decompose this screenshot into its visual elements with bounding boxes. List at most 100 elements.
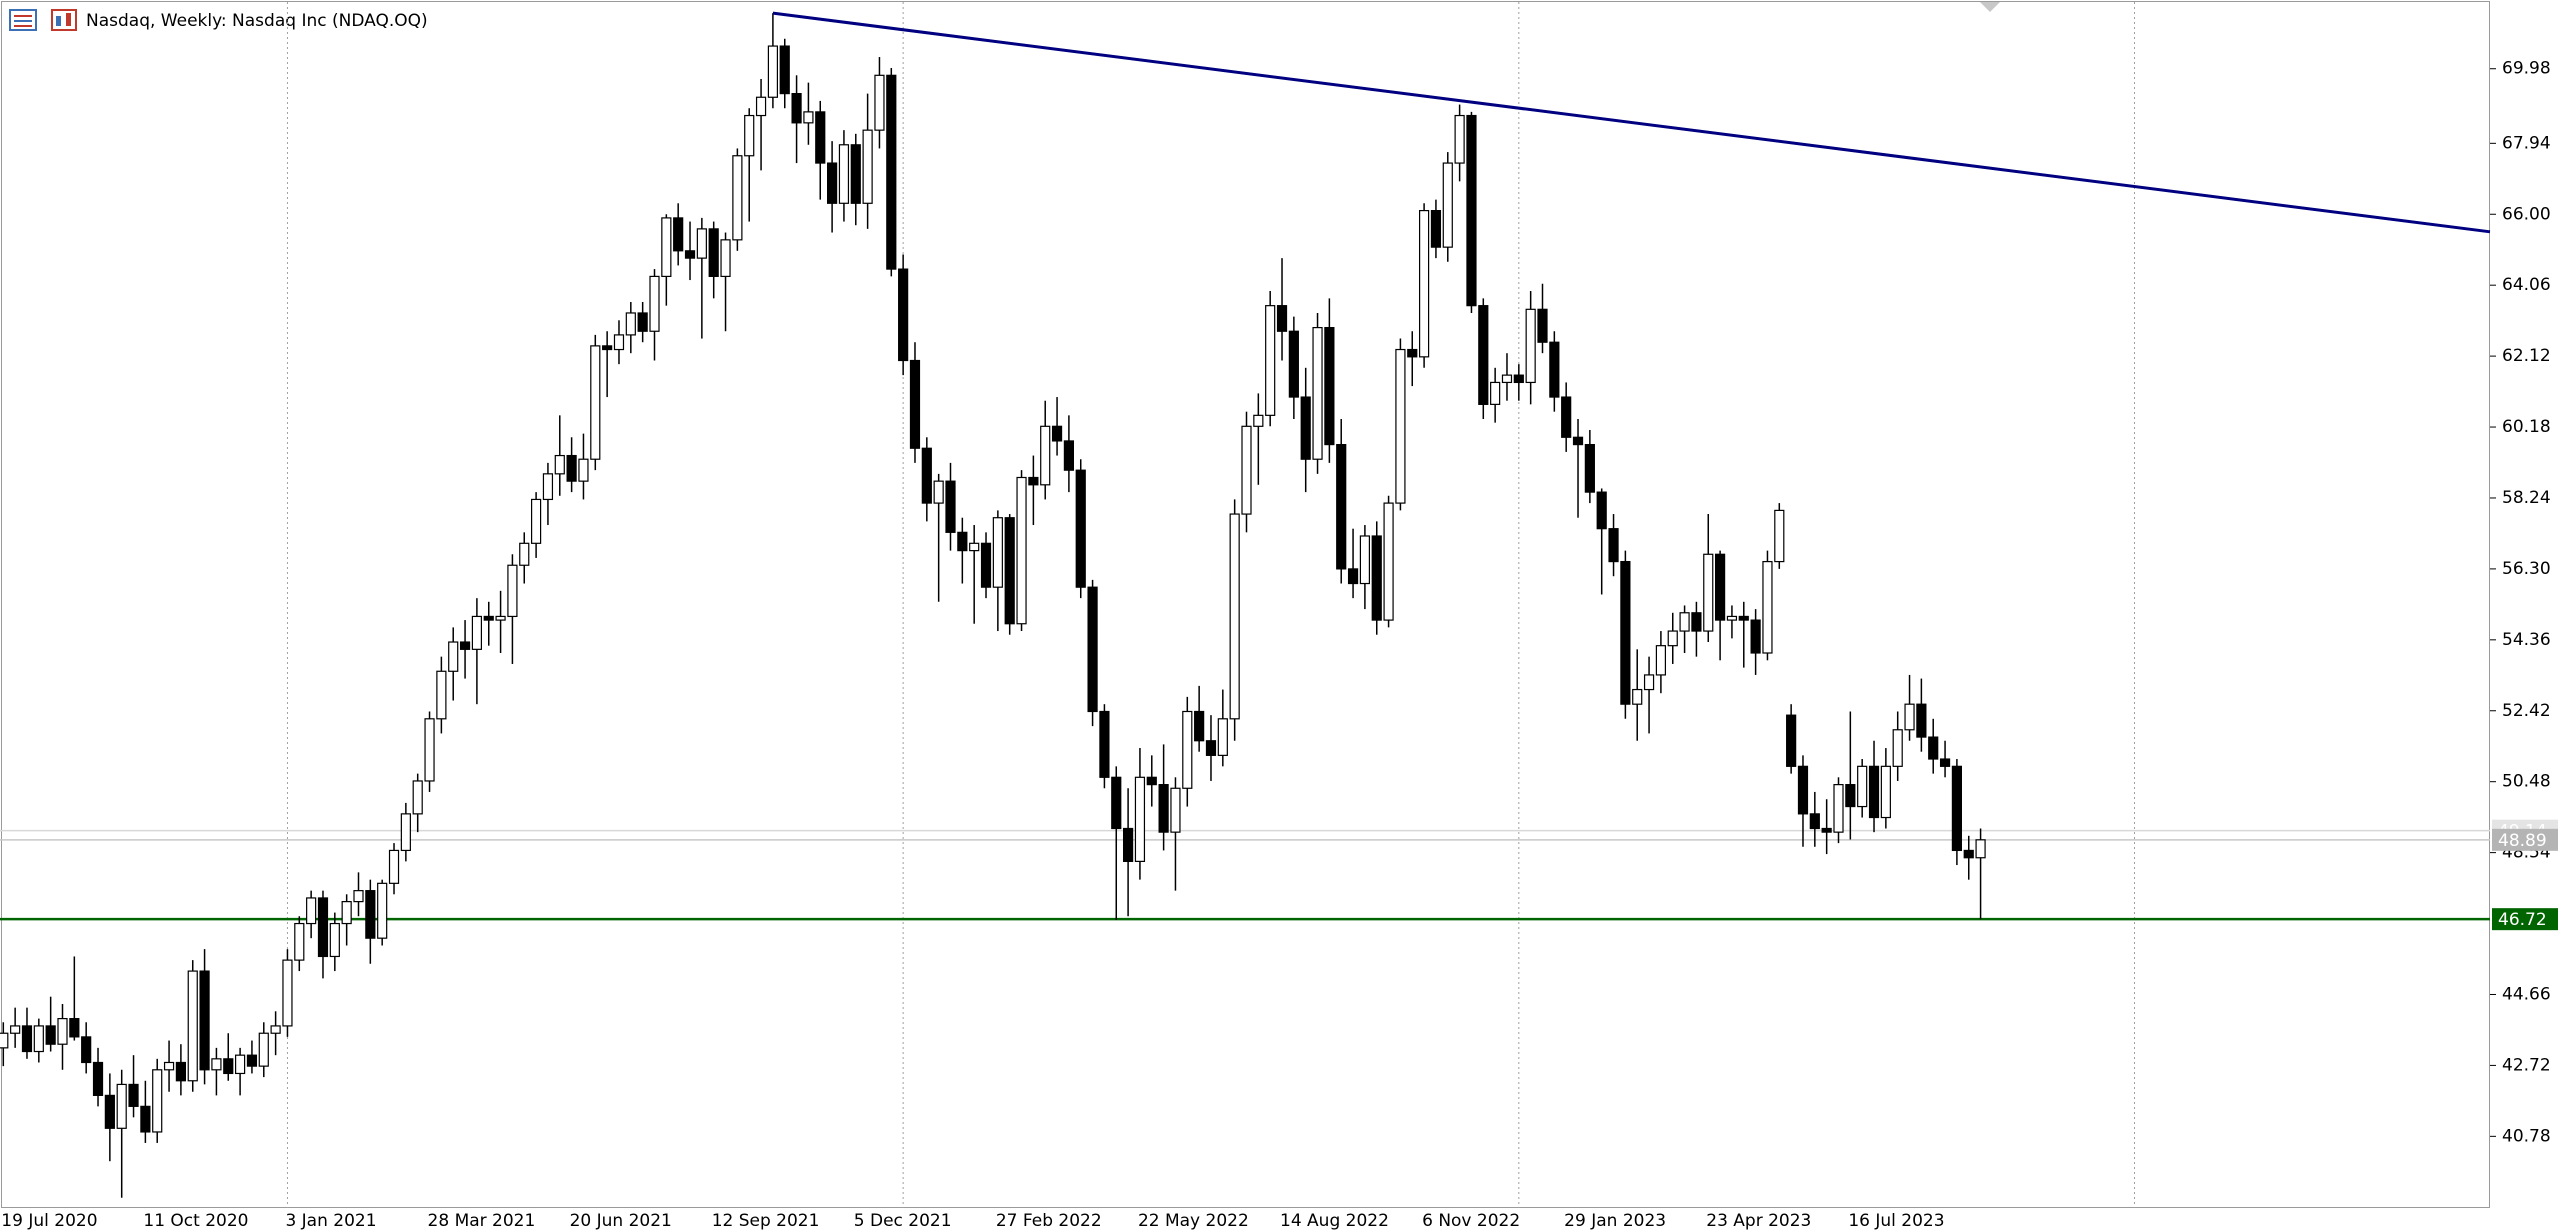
candle-body [211,1058,222,1071]
candle-body [1253,414,1264,427]
candle-body [1584,443,1595,493]
candle-body [720,239,731,278]
candle-body [1774,509,1785,563]
candle-body [116,1083,127,1129]
candle-body [57,1018,68,1045]
candle-body [1454,114,1465,164]
x-tick-label: 27 Feb 2022 [996,1211,1102,1231]
candle-body [1726,615,1738,621]
candle-body [341,901,352,925]
candle-body [1336,443,1347,570]
x-tick-label: 19 Jul 2020 [1,1211,97,1231]
y-tick-label: 52.42 [2502,701,2551,721]
candle-body [1525,308,1536,384]
candle-body [815,111,826,164]
candle-body [483,615,494,621]
candle-body [1608,528,1619,563]
candle-body [1513,374,1524,384]
x-tick-label: 6 Nov 2022 [1422,1211,1520,1231]
candle-body [306,897,317,925]
candle-body [1217,718,1228,756]
candle-body [495,615,506,621]
candle-body [957,531,968,552]
candle-body [1028,476,1039,486]
candle-body [1845,784,1856,808]
candle-body [1643,674,1655,691]
candle-body [21,1025,33,1053]
candle-body [1395,348,1406,504]
candle-body [1549,341,1560,398]
x-tick-label: 11 Oct 2020 [143,1211,248,1231]
y-tick-label: 62.12 [2502,346,2551,366]
candle-body [1620,560,1631,705]
candle-body [1490,381,1501,405]
x-tick-label: 5 Dec 2021 [854,1211,952,1231]
candle-body [1809,813,1820,830]
candle-body [980,542,992,588]
candle-body [1430,209,1442,248]
candle-body [294,922,305,961]
candle-body [317,897,329,958]
candle-body [637,312,648,332]
candle-body [779,45,790,95]
candle-body [1359,535,1371,585]
shift-marker [1980,2,2000,12]
candle-body [945,480,956,533]
candle-body [199,970,210,1071]
x-tick-label: 3 Jan 2021 [285,1211,376,1231]
candle-body [1466,114,1477,307]
y-tick-label: 42.72 [2502,1055,2551,1075]
candle-body [1738,615,1749,621]
price-tag [2492,908,2558,931]
y-tick-label: 69.98 [2502,59,2551,79]
candle-body [921,447,932,504]
candle-body [1632,688,1643,705]
candle-body [673,217,684,252]
candle-body [1051,425,1063,442]
candle-body [223,1058,234,1075]
candle-body [1146,776,1157,786]
plot-border [1,1,2490,1208]
candle-body [1797,765,1809,815]
candle-body [1087,586,1098,713]
x-tick-label: 12 Sep 2021 [712,1211,820,1231]
candle-body [519,542,530,566]
candle-body [1229,513,1240,720]
candle-body [246,1054,258,1067]
candle-body [530,498,542,544]
candle-body [1679,612,1690,632]
candle-body [448,641,459,672]
x-tick-label: 22 May 2022 [1138,1211,1249,1231]
candle-body [1857,765,1868,808]
candle-body [886,74,897,270]
y-tick-label: 56.30 [2502,559,2551,579]
price-tag [2492,828,2558,851]
candle-body [1963,849,1974,859]
candle-body [566,454,577,482]
candle-body [992,517,1003,588]
candle-body [862,129,873,204]
x-tick-label: 14 Aug 2022 [1280,1211,1389,1231]
y-tick-label: 67.94 [2502,133,2551,153]
candle-body [128,1083,139,1107]
candle-body [1004,517,1015,625]
candle-body [1714,553,1726,621]
y-tick-label: 54.36 [2502,630,2551,650]
candle-body [81,1036,92,1064]
candle-body [459,641,471,650]
candle-body [1099,710,1110,778]
candle-body [10,1025,21,1034]
candle-body [1561,396,1572,438]
trend-line [772,11,2491,234]
candle-body [1442,162,1453,248]
y-tick-label: 58.24 [2502,488,2551,508]
candle-body [933,480,944,504]
candle-body [1182,710,1193,789]
candle-body [898,268,909,362]
candle-body [1786,714,1797,767]
candle-body [1288,330,1299,398]
candle-body [625,312,636,336]
candle-body [1916,703,1927,738]
